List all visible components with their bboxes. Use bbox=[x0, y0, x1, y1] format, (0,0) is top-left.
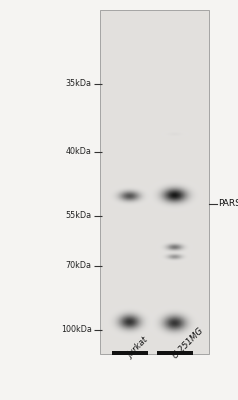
Bar bbox=[112, 351, 148, 355]
Text: 40kDa: 40kDa bbox=[66, 148, 92, 156]
Bar bbox=[157, 351, 193, 355]
Text: 70kDa: 70kDa bbox=[66, 262, 92, 270]
Text: U-251MG: U-251MG bbox=[171, 325, 206, 360]
Text: 55kDa: 55kDa bbox=[65, 212, 92, 220]
Bar bbox=[100, 10, 209, 354]
Text: 35kDa: 35kDa bbox=[66, 80, 92, 88]
Text: 100kDa: 100kDa bbox=[61, 326, 92, 334]
Text: Jurkat: Jurkat bbox=[126, 336, 150, 360]
Text: PARS2: PARS2 bbox=[218, 200, 238, 208]
